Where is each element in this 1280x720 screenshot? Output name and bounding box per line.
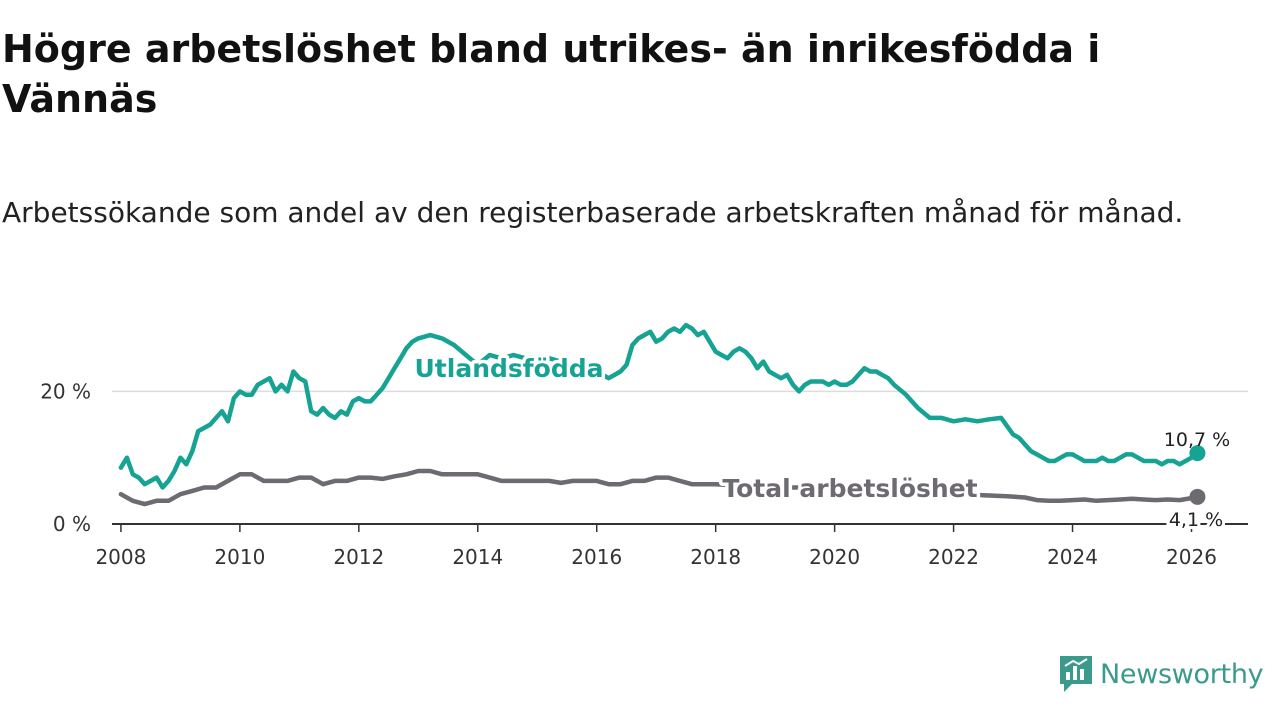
x-tick-label: 2016	[571, 545, 622, 569]
label-layer: Utlandsfödda Total arbetslöshet 10,7 % 4…	[411, 351, 1230, 535]
series-label-utlandsfodda: Utlandsfödda	[415, 354, 604, 383]
x-tick-label: 2024	[1047, 545, 1098, 569]
x-tick-label: 2020	[809, 545, 860, 569]
y-tick-label: 0 %	[53, 512, 91, 536]
x-tick-label: 2010	[214, 545, 265, 569]
x-tick-label: 2008	[95, 545, 146, 569]
end-point-utlandsfodda	[1189, 445, 1206, 462]
series-label-total: Total arbetslöshet	[722, 474, 977, 503]
axis-layer: 0 % 20 % 2008 2010 2012 2014 2016 2018 2020 2022 2…	[40, 379, 1248, 569]
x-tick-label: 2018	[690, 545, 741, 569]
end-label-utlandsfodda: 10,7 %	[1164, 429, 1230, 451]
chart-title: Högre arbetslöshet bland utrikes- än inr…	[2, 27, 1101, 121]
series-line-utlandsfodda	[118, 322, 1200, 490]
newsworthy-logo-icon	[1060, 656, 1092, 692]
series-layer	[118, 322, 1206, 507]
x-tick-label: 2014	[452, 545, 503, 569]
series-line-total	[118, 468, 1200, 507]
x-tick-label: 2012	[333, 545, 384, 569]
newsworthy-logo-text: Newsworthy	[1100, 658, 1264, 690]
end-label-total: 4,1 %	[1169, 509, 1223, 531]
newsworthy-logo: Newsworthy	[1058, 654, 1264, 694]
y-tick-label: 20 %	[40, 379, 91, 403]
chart-subtitle: Arbetssökande som andel av den registerb…	[2, 196, 1184, 229]
x-tick-label: 2022	[928, 545, 979, 569]
end-point-total	[1189, 488, 1206, 505]
x-tick-label: 2026	[1166, 545, 1217, 569]
